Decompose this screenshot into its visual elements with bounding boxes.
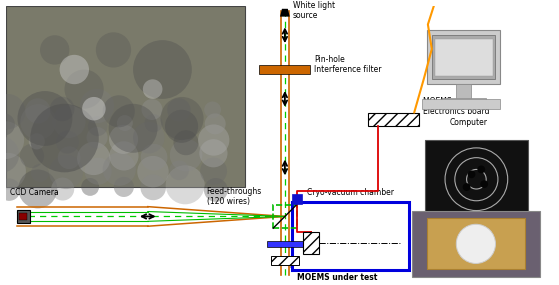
Text: Feed-throughs
(120 wires): Feed-throughs (120 wires) — [206, 187, 262, 206]
Bar — [432, 35, 495, 79]
Circle shape — [40, 35, 69, 65]
Circle shape — [56, 178, 79, 201]
Circle shape — [30, 104, 99, 172]
Circle shape — [21, 108, 58, 144]
Circle shape — [64, 70, 103, 109]
Circle shape — [165, 124, 195, 153]
Circle shape — [193, 170, 228, 206]
Circle shape — [22, 99, 46, 123]
Circle shape — [77, 123, 112, 158]
Circle shape — [194, 92, 226, 125]
Circle shape — [0, 106, 21, 139]
Circle shape — [102, 151, 140, 189]
Circle shape — [50, 108, 88, 146]
Bar — [271, 256, 299, 265]
Circle shape — [77, 110, 101, 134]
Circle shape — [200, 112, 227, 140]
Circle shape — [139, 107, 168, 136]
Bar — [368, 113, 419, 126]
Text: Cryo-vacuum chamber: Cryo-vacuum chamber — [307, 188, 394, 197]
Circle shape — [141, 162, 162, 184]
Circle shape — [56, 126, 79, 149]
Circle shape — [0, 124, 26, 160]
Circle shape — [22, 133, 39, 149]
Text: Pin-hole
Interference filter: Pin-hole Interference filter — [314, 55, 382, 74]
Text: MOEMS under test: MOEMS under test — [297, 273, 377, 282]
Circle shape — [17, 91, 72, 146]
Circle shape — [160, 97, 203, 140]
Circle shape — [26, 143, 54, 171]
Text: White light
source: White light source — [293, 1, 335, 21]
Circle shape — [96, 32, 131, 68]
Bar — [259, 65, 310, 74]
Circle shape — [467, 170, 475, 178]
Polygon shape — [280, 9, 290, 17]
Bar — [292, 194, 301, 204]
Text: CCD Camera: CCD Camera — [10, 188, 58, 197]
Circle shape — [173, 146, 189, 162]
Circle shape — [133, 40, 192, 99]
Bar — [20, 213, 27, 220]
Circle shape — [77, 170, 113, 207]
Text: Compensation plate
Reference mirror: Compensation plate Reference mirror — [290, 256, 360, 269]
Bar — [267, 241, 302, 247]
Circle shape — [132, 119, 170, 156]
Circle shape — [477, 166, 485, 173]
Circle shape — [80, 162, 102, 184]
Bar — [442, 98, 486, 104]
Circle shape — [0, 97, 19, 120]
Circle shape — [84, 142, 106, 164]
Text: Computer: Computer — [449, 119, 487, 127]
Circle shape — [49, 97, 77, 126]
Circle shape — [60, 55, 89, 84]
Bar — [427, 30, 500, 84]
Bar — [292, 202, 409, 270]
Bar — [425, 140, 528, 218]
Circle shape — [74, 92, 108, 127]
Bar — [427, 218, 525, 269]
Circle shape — [107, 91, 145, 129]
Circle shape — [120, 177, 136, 194]
Bar — [304, 232, 319, 254]
Circle shape — [173, 176, 198, 201]
Circle shape — [141, 142, 163, 164]
Circle shape — [0, 165, 11, 183]
Bar — [422, 99, 500, 109]
Circle shape — [170, 111, 197, 138]
Circle shape — [19, 158, 42, 181]
Circle shape — [0, 137, 23, 174]
Circle shape — [101, 136, 138, 172]
Circle shape — [108, 104, 158, 153]
Circle shape — [110, 109, 140, 139]
Circle shape — [456, 224, 495, 263]
Circle shape — [194, 118, 232, 156]
Circle shape — [0, 165, 29, 203]
Circle shape — [463, 183, 471, 191]
Circle shape — [159, 151, 195, 186]
Circle shape — [143, 79, 163, 99]
Bar — [6, 6, 245, 187]
Text: MOEMS device
Electronics board: MOEMS device Electronics board — [423, 97, 490, 117]
Circle shape — [168, 101, 187, 121]
Circle shape — [197, 144, 224, 171]
Circle shape — [137, 96, 162, 121]
Bar — [435, 39, 492, 76]
Bar — [456, 84, 471, 99]
Circle shape — [115, 132, 135, 152]
Circle shape — [18, 169, 55, 206]
Circle shape — [196, 153, 229, 186]
Bar — [273, 205, 297, 228]
Circle shape — [59, 148, 77, 167]
Circle shape — [82, 97, 106, 121]
Circle shape — [49, 158, 74, 183]
Bar — [17, 209, 30, 223]
Circle shape — [480, 180, 488, 188]
Circle shape — [141, 178, 163, 199]
Bar — [412, 211, 539, 277]
